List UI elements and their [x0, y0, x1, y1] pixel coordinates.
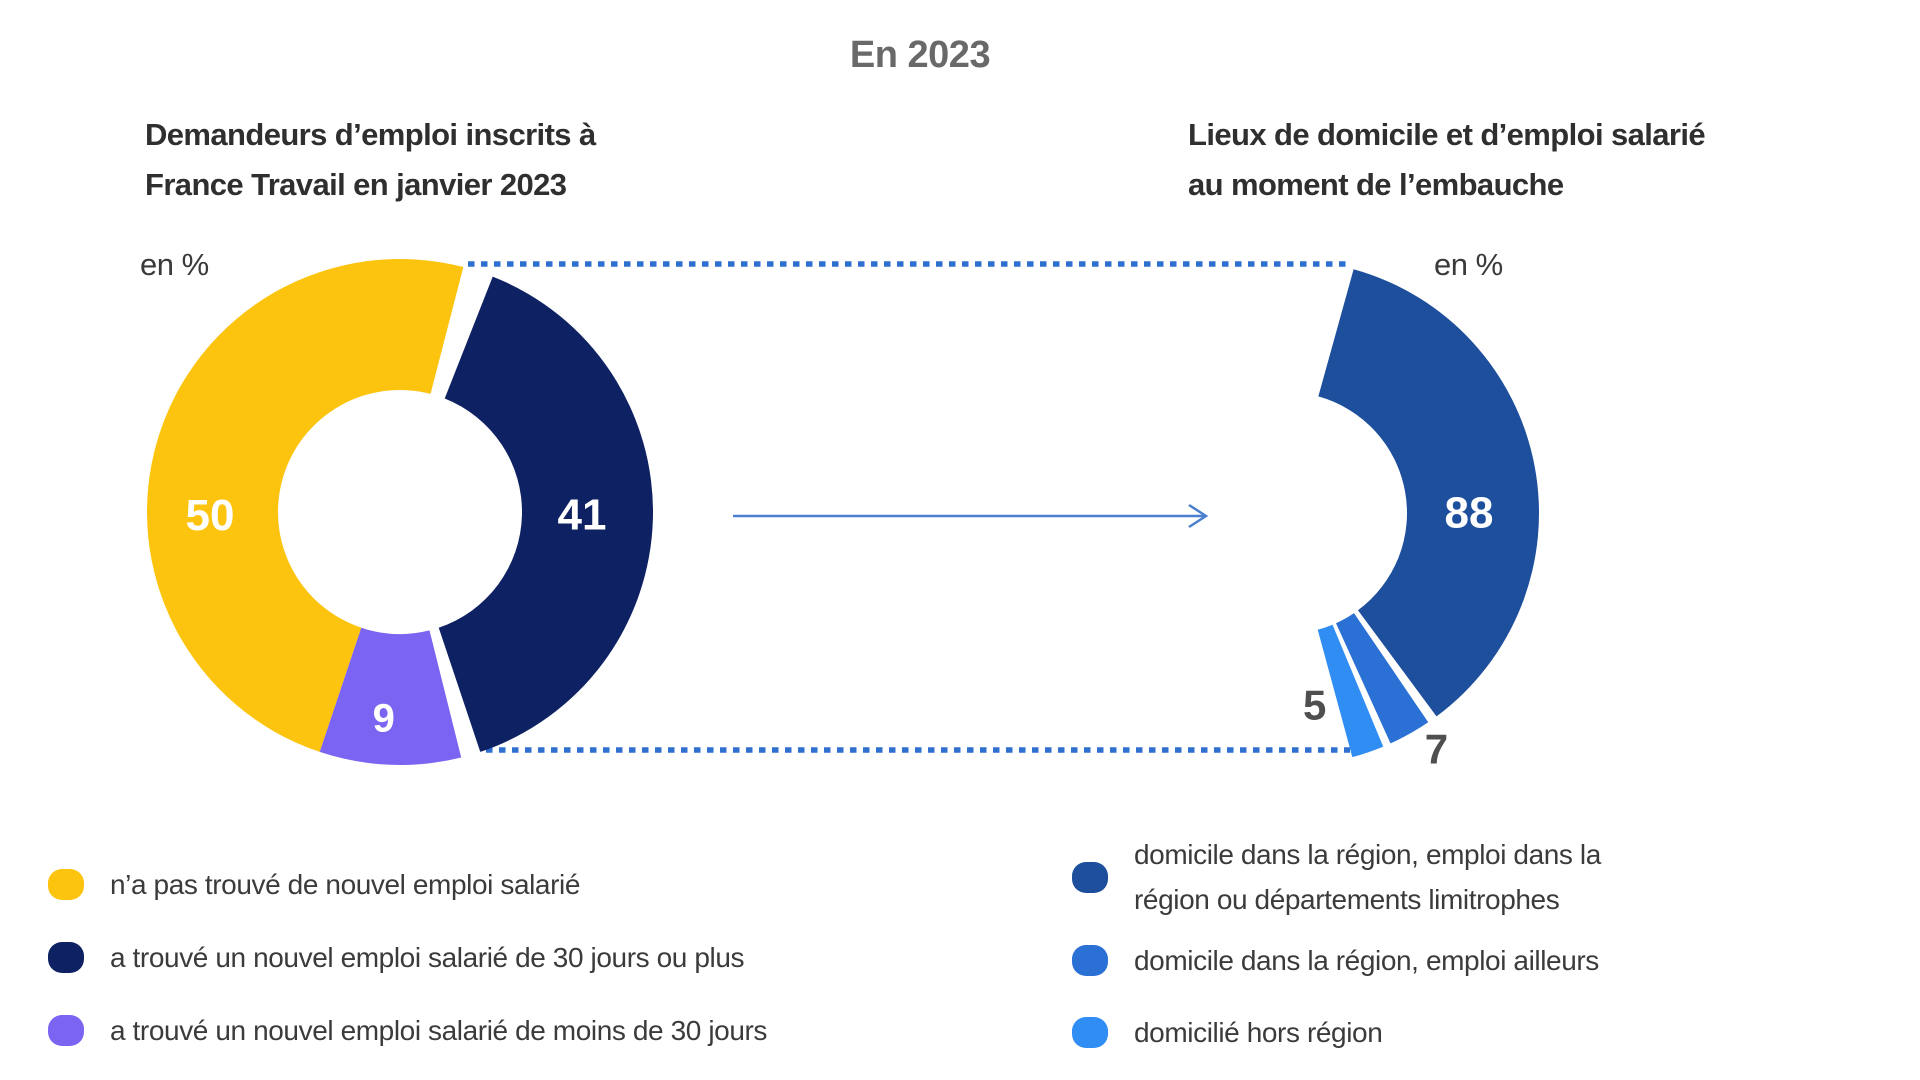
legend-label: a trouvé un nouvel emploi salarié de moi… [110, 1015, 768, 1046]
left-unit-label: en % [140, 247, 209, 282]
arrow-head-icon [1188, 503, 1209, 529]
legend-item-home-outside-region: domicilié hors région [1072, 1010, 1383, 1055]
page-title: En 2023 [849, 34, 991, 76]
donut-left-slice-0 [146, 258, 464, 752]
donut-right: 88 7 5 [1303, 269, 1539, 773]
donut-left: 50 41 9 [146, 258, 654, 765]
left-chart-title-line2: France Travail en janvier 2023 [145, 167, 567, 202]
legend-label: domicile dans la région, emploi ailleurs [1134, 945, 1599, 976]
legend-swatch-purple [48, 1015, 84, 1046]
donut-left-slice-1 [438, 276, 654, 752]
legend-swatch-light-blue [1072, 1017, 1108, 1048]
donut-right-slice-1 [1335, 613, 1429, 744]
legend-swatch-navy [48, 942, 84, 973]
legend-label: domicilié hors région [1134, 1017, 1383, 1048]
legend-item-no-new-job: n’a pas trouvé de nouvel emploi salarié [48, 862, 580, 907]
donut-left-value-label-1: 41 [557, 491, 606, 540]
donut-left-slice-2 [319, 627, 462, 765]
legend-label-line2: région ou départements limitrophes [1134, 884, 1560, 915]
donut-left-value-label-2: 9 [373, 696, 395, 740]
legend-label: n’a pas trouvé de nouvel emploi salarié [110, 869, 581, 900]
legend-swatch-medium-blue [1072, 945, 1108, 976]
donut-right-value-label-2: 5 [1303, 681, 1326, 728]
donut-right-value-label-0: 88 [1445, 489, 1494, 538]
right-unit-label: en % [1434, 247, 1503, 282]
donut-right-slice-0 [1318, 269, 1539, 717]
legend-item-home-region-job-region: domicile dans la région, emploi dans la … [1072, 832, 1601, 922]
right-chart-title-line2: au moment de l’embauche [1188, 167, 1564, 202]
legend-swatch-yellow [48, 869, 84, 900]
legend-label: domicile dans la région, emploi dans la … [1134, 832, 1601, 922]
right-chart-title: Lieux de domicile et d’emploi salarié au… [1188, 110, 1828, 210]
legend-label: a trouvé un nouvel emploi salarié de 30 … [110, 942, 745, 973]
right-chart-title-line1: Lieux de domicile et d’emploi salarié [1188, 117, 1706, 152]
donut-right-slice-2 [1317, 624, 1384, 758]
donut-right-value-label-1: 7 [1425, 726, 1448, 773]
legend-item-home-region-job-elsewhere: domicile dans la région, emploi ailleurs [1072, 938, 1599, 983]
legend-swatch-dark-blue [1072, 861, 1108, 893]
left-chart-title-line1: Demandeurs d’emploi inscrits à [145, 117, 596, 152]
legend-item-job-less-30-days: a trouvé un nouvel emploi salarié de moi… [48, 1008, 767, 1053]
donut-left-value-label-0: 50 [186, 491, 235, 540]
legend-item-job-30-days-or-more: a trouvé un nouvel emploi salarié de 30 … [48, 935, 744, 980]
legend-label-line1: domicile dans la région, emploi dans la [1134, 839, 1601, 870]
left-chart-title: Demandeurs d’emploi inscrits à France Tr… [145, 110, 785, 210]
